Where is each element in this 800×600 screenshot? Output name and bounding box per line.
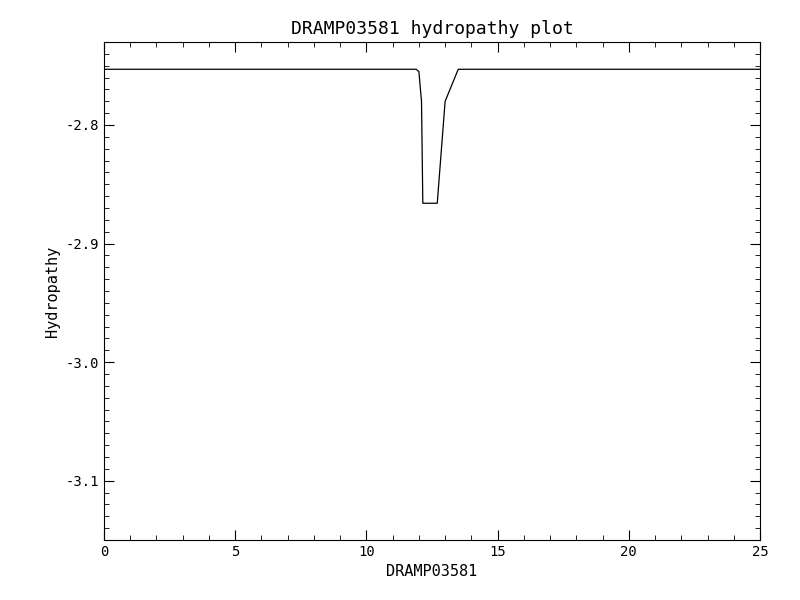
Y-axis label: Hydropathy: Hydropathy [45, 245, 60, 337]
Title: DRAMP03581 hydropathy plot: DRAMP03581 hydropathy plot [290, 20, 574, 38]
X-axis label: DRAMP03581: DRAMP03581 [386, 565, 478, 580]
